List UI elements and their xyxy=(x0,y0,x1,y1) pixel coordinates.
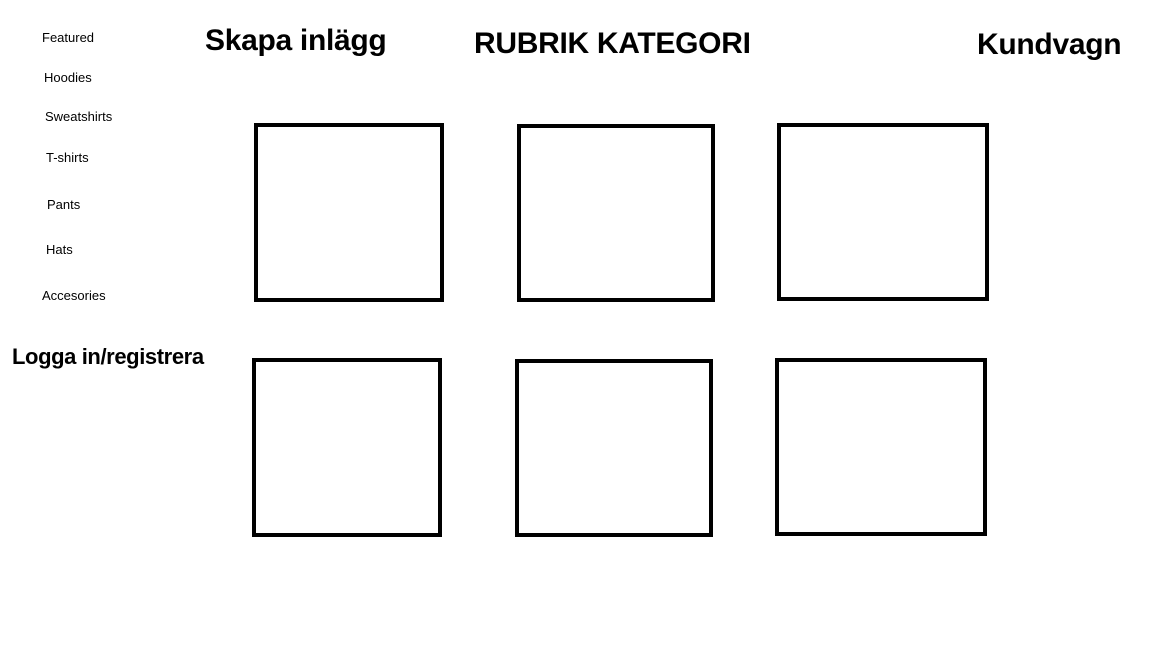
product-card[interactable] xyxy=(254,123,444,302)
product-card[interactable] xyxy=(777,123,989,301)
product-card[interactable] xyxy=(517,124,715,302)
product-card[interactable] xyxy=(252,358,442,537)
category-title: RUBRIK KATEGORI xyxy=(474,27,751,60)
sidebar-item-sweatshirts[interactable]: Sweatshirts xyxy=(45,109,113,124)
sidebar-item-pants[interactable]: Pants xyxy=(47,197,81,212)
product-card[interactable] xyxy=(775,358,987,536)
cart-link[interactable]: Kundvagn xyxy=(977,28,1122,61)
sidebar-item-featured[interactable]: Featured xyxy=(42,30,95,45)
sidebar-item-hats[interactable]: Hats xyxy=(46,242,73,257)
sidebar-item-accesories[interactable]: Accesories xyxy=(42,288,106,303)
sidebar-item-t-shirts[interactable]: T-shirts xyxy=(46,150,89,165)
create-post-link[interactable]: Skapa inlägg xyxy=(205,24,387,57)
login-register-link[interactable]: Logga in/registrera xyxy=(12,344,204,369)
product-card[interactable] xyxy=(515,359,713,537)
sidebar-item-hoodies[interactable]: Hoodies xyxy=(44,70,92,85)
